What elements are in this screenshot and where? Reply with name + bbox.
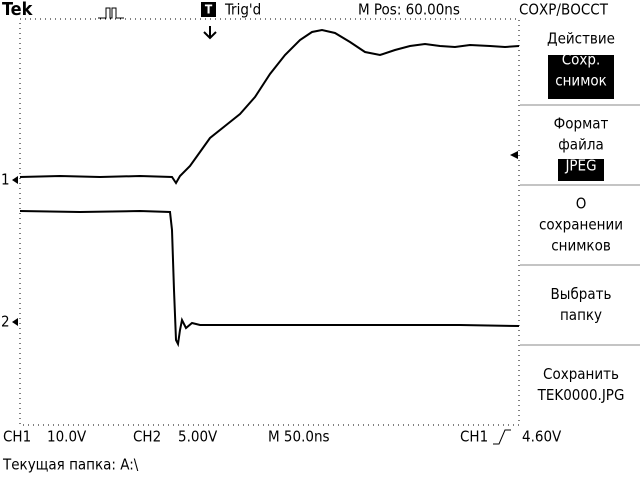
- trigger-source: CH1: [460, 428, 488, 446]
- ch2-arrow: [12, 318, 18, 326]
- menu-label: Действие: [547, 30, 615, 48]
- ch2-scale: 5.00V: [178, 428, 218, 446]
- timebase: M 50.0ns: [268, 428, 330, 446]
- menu-value: снимок: [555, 72, 607, 90]
- ch2-marker: 2: [1, 313, 10, 331]
- ch2-waveform: [19, 209, 520, 348]
- ch2-label: CH2: [133, 428, 161, 446]
- trigger-marker: T: [205, 3, 213, 17]
- position: M Pos: 60.00ns: [358, 1, 460, 19]
- menu-title: СОХР/ВОССТ: [519, 1, 609, 19]
- brand: Tek: [2, 0, 34, 20]
- menu-label: Сохранить: [543, 365, 619, 383]
- ch1-scale: 10.0V: [47, 428, 87, 446]
- menu-label: папку: [560, 306, 602, 324]
- current-folder: Текущая папка: A:\: [2, 456, 139, 474]
- trigger-box: [201, 2, 216, 17]
- ch1-arrow: [12, 176, 18, 184]
- ch1-label: CH1: [3, 428, 31, 446]
- ch1-marker: 1: [1, 171, 10, 189]
- menu-label: файла: [558, 136, 603, 154]
- menu-label: снимков: [551, 237, 611, 255]
- menu-label: Формат: [554, 115, 609, 133]
- trigger-position-arrow: [203, 26, 217, 40]
- menu-label: Выбрать: [551, 285, 612, 303]
- trigger-level: 4.60V: [522, 428, 562, 446]
- trigger-status: Trig'd: [224, 1, 261, 19]
- value-highlight: [548, 55, 614, 99]
- menu-value: JPEG: [564, 157, 596, 175]
- trigger-level-arrow: [510, 151, 518, 159]
- acquire-icon: [98, 7, 124, 19]
- menu-value: Сохр.: [562, 51, 601, 69]
- side-menu: [520, 55, 640, 346]
- rising-edge-icon: [493, 429, 511, 445]
- menu-label: О: [576, 195, 587, 213]
- ch1-waveform: [19, 28, 520, 185]
- value-highlight: [558, 159, 604, 181]
- menu-label: сохранении: [539, 216, 623, 234]
- menu-label: TEK0000.JPG: [537, 386, 625, 404]
